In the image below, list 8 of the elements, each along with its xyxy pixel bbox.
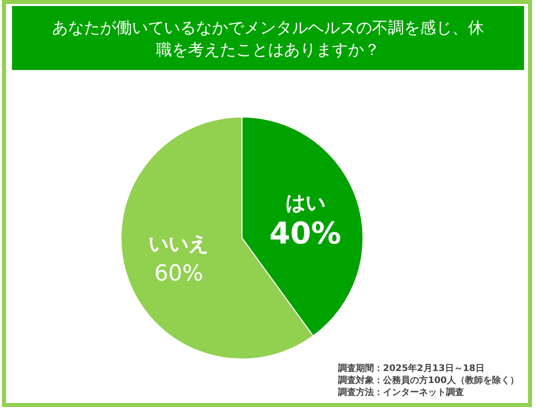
slice-label: はい xyxy=(285,190,326,214)
data-label: 60% xyxy=(154,262,204,287)
chart-title: あなたが働いているなかでメンタルヘルスの不調を感じ、休職を考えたことはありますか？ xyxy=(52,18,484,59)
text: 調査対象：公務員の方100人（教師を除く） xyxy=(337,375,519,386)
slice-label: いいえ xyxy=(148,232,209,256)
data-label: 40% xyxy=(269,216,342,252)
text: 調査期間：2025年2月13日～18日 xyxy=(337,363,484,374)
text: 調査方法：インターネット調査 xyxy=(337,387,464,398)
